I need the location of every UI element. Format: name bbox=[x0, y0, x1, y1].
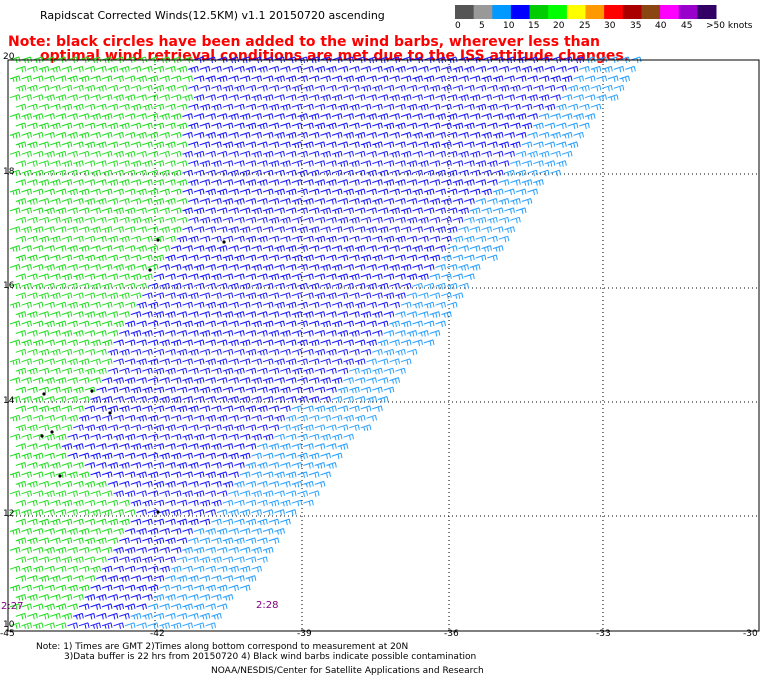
color-swatch bbox=[473, 5, 493, 19]
map-title: Rapidscat Corrected Winds(12.5KM) v1.1 2… bbox=[40, 9, 385, 22]
blue-wind-barbs bbox=[61, 56, 584, 629]
contamination-note-line1: Note: black circles have been added to t… bbox=[8, 34, 601, 50]
longitude-tick-label: -33 bbox=[596, 629, 611, 639]
color-scale-label: >50 knots bbox=[706, 21, 753, 31]
color-scale-label: 25 bbox=[579, 21, 591, 31]
latitude-tick-label: 14 bbox=[3, 396, 15, 406]
contamination-marker bbox=[108, 411, 112, 415]
longitude-tick-label: -36 bbox=[444, 629, 459, 639]
lightblue-wind-barbs bbox=[124, 56, 642, 629]
longitude-tick-label: -30 bbox=[743, 629, 758, 639]
color-scale-label: 15 bbox=[528, 21, 540, 31]
color-swatch bbox=[660, 5, 680, 19]
color-scale-bar bbox=[455, 5, 717, 19]
color-swatch bbox=[566, 5, 586, 19]
longitude-tick-label: -42 bbox=[150, 629, 165, 639]
color-swatch bbox=[641, 5, 661, 19]
wind-barbs bbox=[9, 56, 642, 629]
longitude-tick-label: -39 bbox=[297, 629, 312, 639]
plot-frame bbox=[7, 59, 760, 632]
contamination-marker bbox=[222, 240, 226, 244]
contamination-marker bbox=[90, 389, 94, 393]
color-swatch bbox=[529, 5, 549, 19]
latitude-tick-label: 20 bbox=[3, 52, 15, 62]
latitude-tick-label: 18 bbox=[3, 167, 15, 177]
contamination-marker bbox=[50, 430, 54, 434]
contamination-marker bbox=[156, 510, 160, 514]
color-swatch bbox=[678, 5, 698, 19]
contamination-marker bbox=[58, 474, 62, 478]
color-swatch bbox=[510, 5, 531, 19]
color-scale-label: 30 bbox=[604, 21, 616, 31]
color-swatch bbox=[622, 5, 642, 19]
color-swatch bbox=[604, 5, 624, 19]
contamination-marker bbox=[42, 392, 46, 396]
color-swatch bbox=[585, 5, 605, 19]
color-swatch bbox=[455, 5, 475, 19]
color-scale-label: 5 bbox=[479, 21, 485, 31]
color-scale-label: 20 bbox=[553, 21, 565, 31]
time-label-end: 2:28 bbox=[256, 600, 279, 611]
contamination-marker bbox=[40, 434, 44, 438]
color-swatch bbox=[697, 5, 717, 19]
latitude-tick-label: 16 bbox=[3, 281, 15, 291]
latitude-tick-label: 10 bbox=[3, 620, 15, 630]
longitude-tick-label: -45 bbox=[0, 629, 15, 639]
green-wind-barbs bbox=[9, 56, 193, 629]
footnote-line2: 3)Data buffer is 22 hrs from 20150720 4)… bbox=[64, 652, 477, 662]
color-scale-label: 35 bbox=[630, 21, 642, 31]
color-scale-label: 40 bbox=[655, 21, 667, 31]
color-scale-label: 45 bbox=[681, 21, 693, 31]
time-label-start: 2:27 bbox=[1, 601, 24, 612]
color-scale-label: 10 bbox=[503, 21, 515, 31]
credit-line: NOAA/NESDIS/Center for Satellite Applica… bbox=[211, 666, 484, 676]
latitude-tick-label: 12 bbox=[3, 509, 15, 519]
contamination-marker bbox=[148, 268, 152, 272]
color-swatch bbox=[548, 5, 568, 19]
color-swatch bbox=[492, 5, 512, 19]
color-scale-label: 0 bbox=[455, 21, 461, 31]
footnote-line1: Note: 1) Times are GMT 2)Times along bot… bbox=[36, 642, 409, 652]
contamination-marker bbox=[156, 238, 160, 242]
